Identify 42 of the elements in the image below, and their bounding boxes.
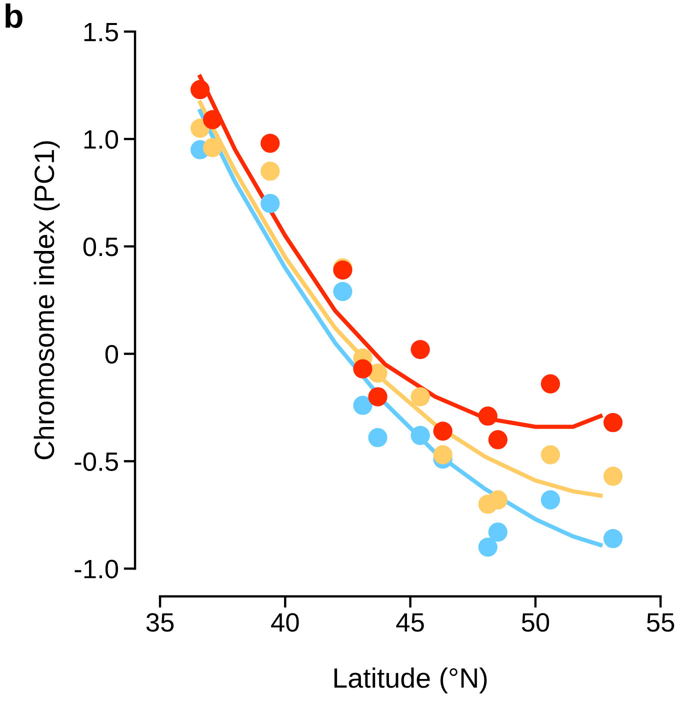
x-tick-label: 40	[271, 613, 299, 632]
y-tick-label: -1.0	[74, 560, 118, 578]
point	[478, 406, 498, 426]
point	[488, 490, 508, 510]
y-tick-label: -0.5	[74, 452, 118, 472]
point	[540, 490, 560, 510]
point	[603, 412, 623, 432]
point	[260, 194, 280, 214]
point	[478, 538, 498, 557]
y-tick-label: 0	[105, 344, 118, 364]
point	[410, 387, 430, 406]
point	[540, 445, 560, 464]
point	[603, 528, 623, 548]
point	[410, 340, 430, 360]
point	[203, 138, 222, 158]
text: b	[6, 4, 22, 28]
point	[260, 134, 280, 153]
x-axis-title: Latitude (°N)	[334, 668, 487, 694]
point	[203, 110, 222, 130]
point	[433, 422, 452, 441]
point	[433, 445, 452, 464]
x-tick-label: 50	[522, 613, 550, 632]
point	[353, 396, 372, 415]
point	[368, 428, 388, 448]
point	[488, 522, 508, 542]
x-tick-label: 35	[146, 613, 174, 632]
point	[488, 430, 508, 450]
point	[190, 80, 210, 100]
y-axis-title: Chromosome index (PC1)	[34, 141, 60, 460]
point	[368, 387, 388, 406]
point	[333, 282, 352, 302]
point	[368, 364, 388, 383]
point	[410, 426, 430, 446]
x-tick-label: 45	[396, 613, 424, 632]
point	[353, 359, 372, 378]
y-tick-label: 0.5	[83, 238, 118, 256]
y-tick-label: 1.5	[84, 22, 118, 42]
point	[540, 374, 560, 394]
x-tick-label: 55	[646, 613, 674, 632]
point	[260, 162, 280, 181]
point	[603, 466, 623, 486]
y-tick-label: 1.0	[84, 130, 118, 149]
